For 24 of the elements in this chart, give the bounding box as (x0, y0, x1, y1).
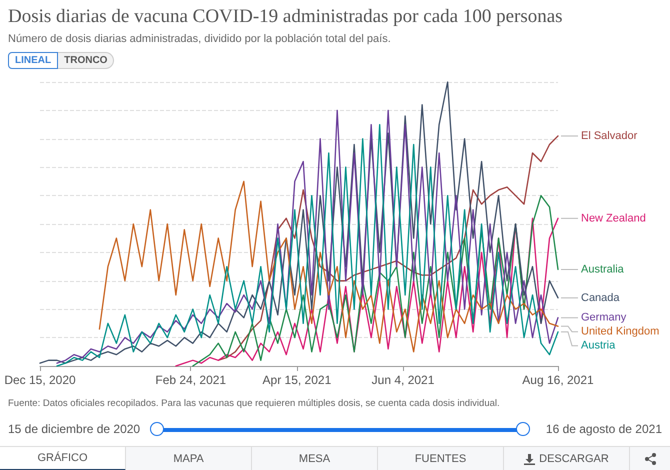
text: MAPA (173, 453, 204, 465)
text: DESCARGAR (539, 453, 609, 465)
text: Germany (581, 312, 627, 324)
text: Australia (581, 263, 625, 276)
chart-title: Dosis diarias de vacuna COVID-19 administradas por cada 100 personas (8, 6, 563, 28)
text: United Kingdom (581, 326, 660, 338)
text: FUENTES (414, 453, 466, 465)
x-tick-label: Jun 4, 2021 (372, 373, 435, 387)
x-tick-label: Apr 15, 2021 (262, 373, 332, 387)
text: LINEAL (8, 52, 58, 69)
text: MESA (298, 453, 330, 465)
x-tick-label: Dec 15, 2020 (4, 373, 76, 387)
x-tick-label: Aug 16, 2021 (522, 373, 594, 387)
text: Canada (581, 292, 620, 304)
text: Austria (581, 340, 616, 352)
text: El Salvador (581, 130, 638, 142)
x-tick-label: Feb 24, 2021 (155, 373, 226, 387)
text: TRONCO (58, 52, 114, 69)
text: GRÁFICO (37, 452, 88, 464)
text: 16 de agosto de 2021 (546, 422, 662, 436)
chart-subtitle: Número de dosis diarias administradas, dividido por la población total del país. (8, 33, 391, 45)
source-note: Fuente: Datos oficiales recopilados. Para las vacunas que requieren múltiples dosis, se cuenta cada dosis individual. (8, 398, 500, 409)
text: New Zealand (581, 212, 646, 224)
text: 15 de diciembre de 2020 (8, 422, 140, 436)
